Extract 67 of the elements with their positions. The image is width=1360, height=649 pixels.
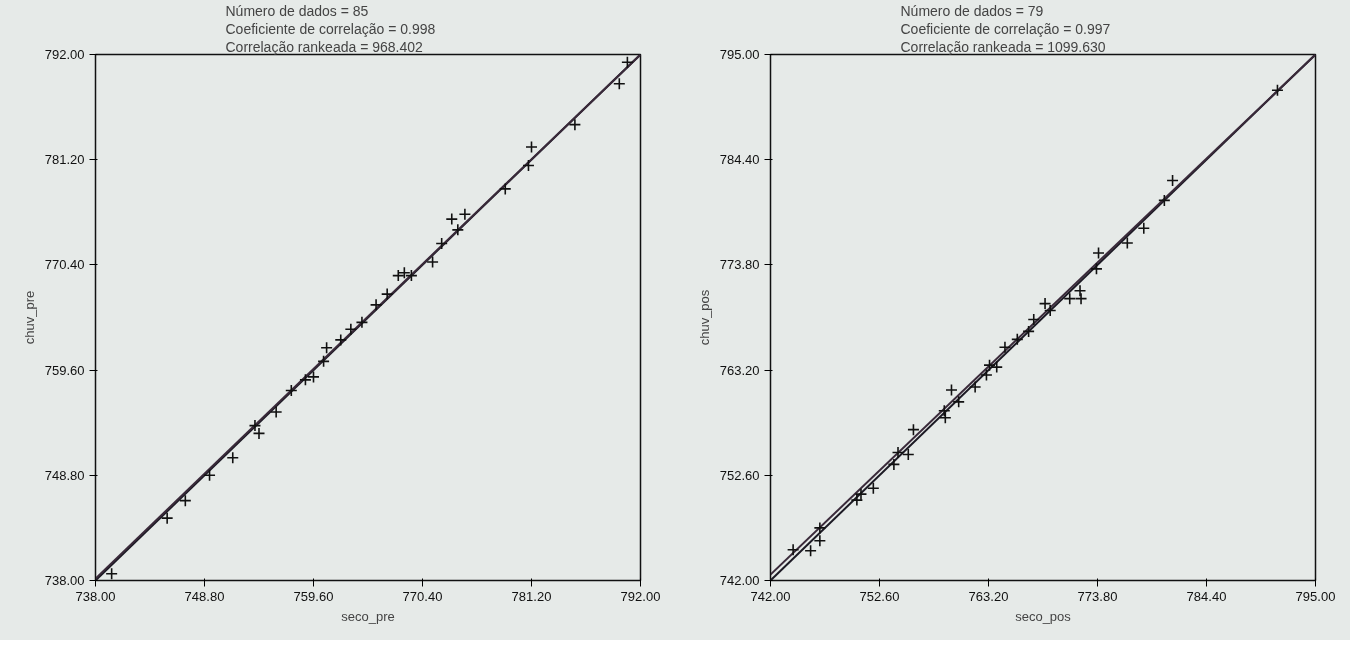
x-tick-label: 773.80 — [1077, 588, 1118, 604]
y-axis-title: chuv_pre — [21, 290, 37, 345]
x-axis-title: seco_pos — [1015, 608, 1072, 624]
text: Número de dados = 79 — [900, 2, 1044, 19]
point — [1137, 221, 1151, 235]
x-tick-label: 792.00 — [620, 588, 661, 604]
point — [887, 458, 901, 471]
point — [786, 543, 800, 557]
text: Coeficiente de correlação = 0.997 — [900, 20, 1111, 37]
y-tick-label: 752.60 — [719, 467, 760, 483]
point — [891, 446, 905, 459]
y-tick-label: 781.20 — [44, 152, 85, 168]
point — [998, 340, 1012, 354]
point — [937, 404, 951, 418]
point — [1010, 333, 1024, 346]
point — [813, 534, 827, 548]
point — [1027, 313, 1041, 326]
y-tick-label: 773.80 — [719, 257, 760, 273]
x-tick-label: 748.80 — [184, 588, 225, 604]
y-tick-label: 748.80 — [44, 467, 85, 483]
point — [939, 411, 952, 425]
x-tick-label: 781.20 — [511, 588, 552, 604]
point — [901, 448, 915, 461]
y-tick-label: 742.00 — [719, 573, 760, 588]
point — [952, 395, 965, 409]
y-tick-label: 738.00 — [44, 573, 85, 588]
point — [1043, 304, 1057, 317]
point — [1271, 83, 1284, 97]
text: Coeficiente de correlação = 0.998 — [225, 20, 436, 37]
annotation: Correlação rankeada = 968.402 — [225, 38, 424, 55]
x-tick-label: 763.20 — [968, 588, 1009, 604]
point — [1073, 284, 1087, 297]
point — [945, 383, 958, 397]
x-tick-label: 784.40 — [1186, 588, 1227, 604]
y-tick-label: 763.20 — [719, 362, 760, 378]
y-tick-label: 759.60 — [44, 362, 85, 378]
y-axis-title: chuv_pos — [696, 289, 712, 346]
point — [1038, 297, 1052, 310]
point — [804, 544, 817, 558]
annotation: Correlação rankeada = 1099.630 — [900, 38, 1106, 55]
point — [980, 368, 993, 382]
point — [990, 360, 1004, 374]
x-tick-label: 738.00 — [75, 588, 116, 604]
point — [968, 380, 982, 394]
point — [983, 358, 996, 372]
x-tick-label: 759.60 — [293, 588, 334, 604]
y-tick-label: 792.00 — [44, 47, 85, 62]
point — [1063, 292, 1077, 305]
point — [1092, 246, 1105, 260]
point — [813, 521, 827, 535]
point — [907, 423, 920, 436]
x-tick-label: 752.60 — [859, 588, 900, 604]
y-tick-label: 795.00 — [719, 47, 760, 62]
point — [1090, 262, 1103, 276]
text: Número de dados = 85 — [225, 2, 369, 19]
x-axis-title: seco_pre — [341, 608, 395, 624]
point — [1074, 292, 1088, 305]
y-tick-label: 770.40 — [44, 257, 85, 273]
point — [1121, 236, 1134, 250]
point — [1166, 174, 1179, 187]
point — [1158, 194, 1171, 207]
point — [1022, 325, 1035, 338]
point — [867, 481, 880, 495]
y-tick-label: 784.40 — [719, 152, 760, 168]
x-tick-label: 795.00 — [1295, 588, 1336, 604]
x-tick-label: 742.00 — [750, 588, 791, 604]
x-tick-label: 770.40 — [402, 588, 443, 604]
